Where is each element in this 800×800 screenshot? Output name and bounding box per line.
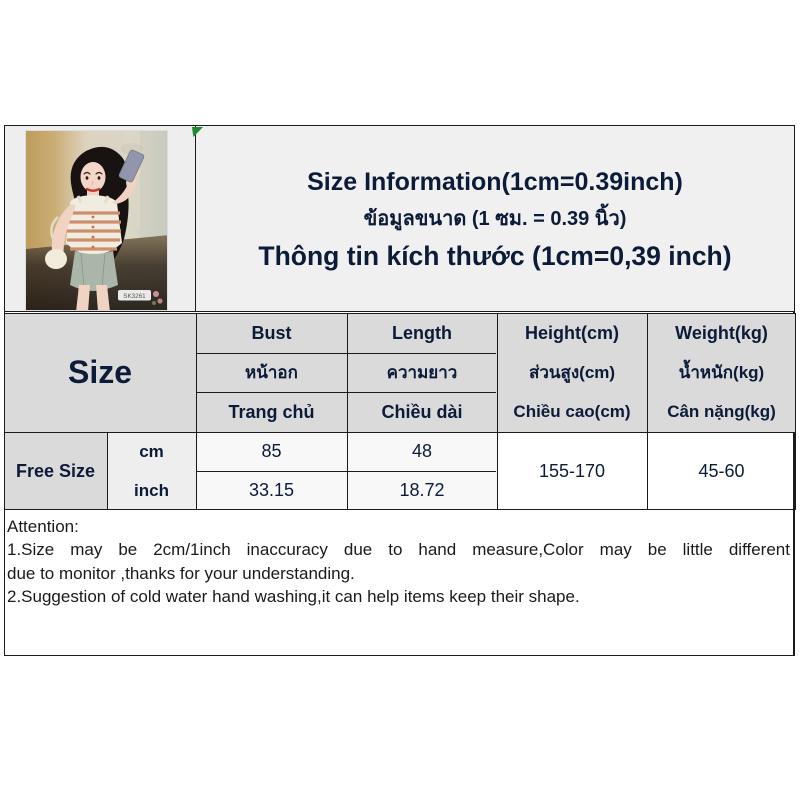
svg-text:SK3261: SK3261 [123, 293, 146, 300]
